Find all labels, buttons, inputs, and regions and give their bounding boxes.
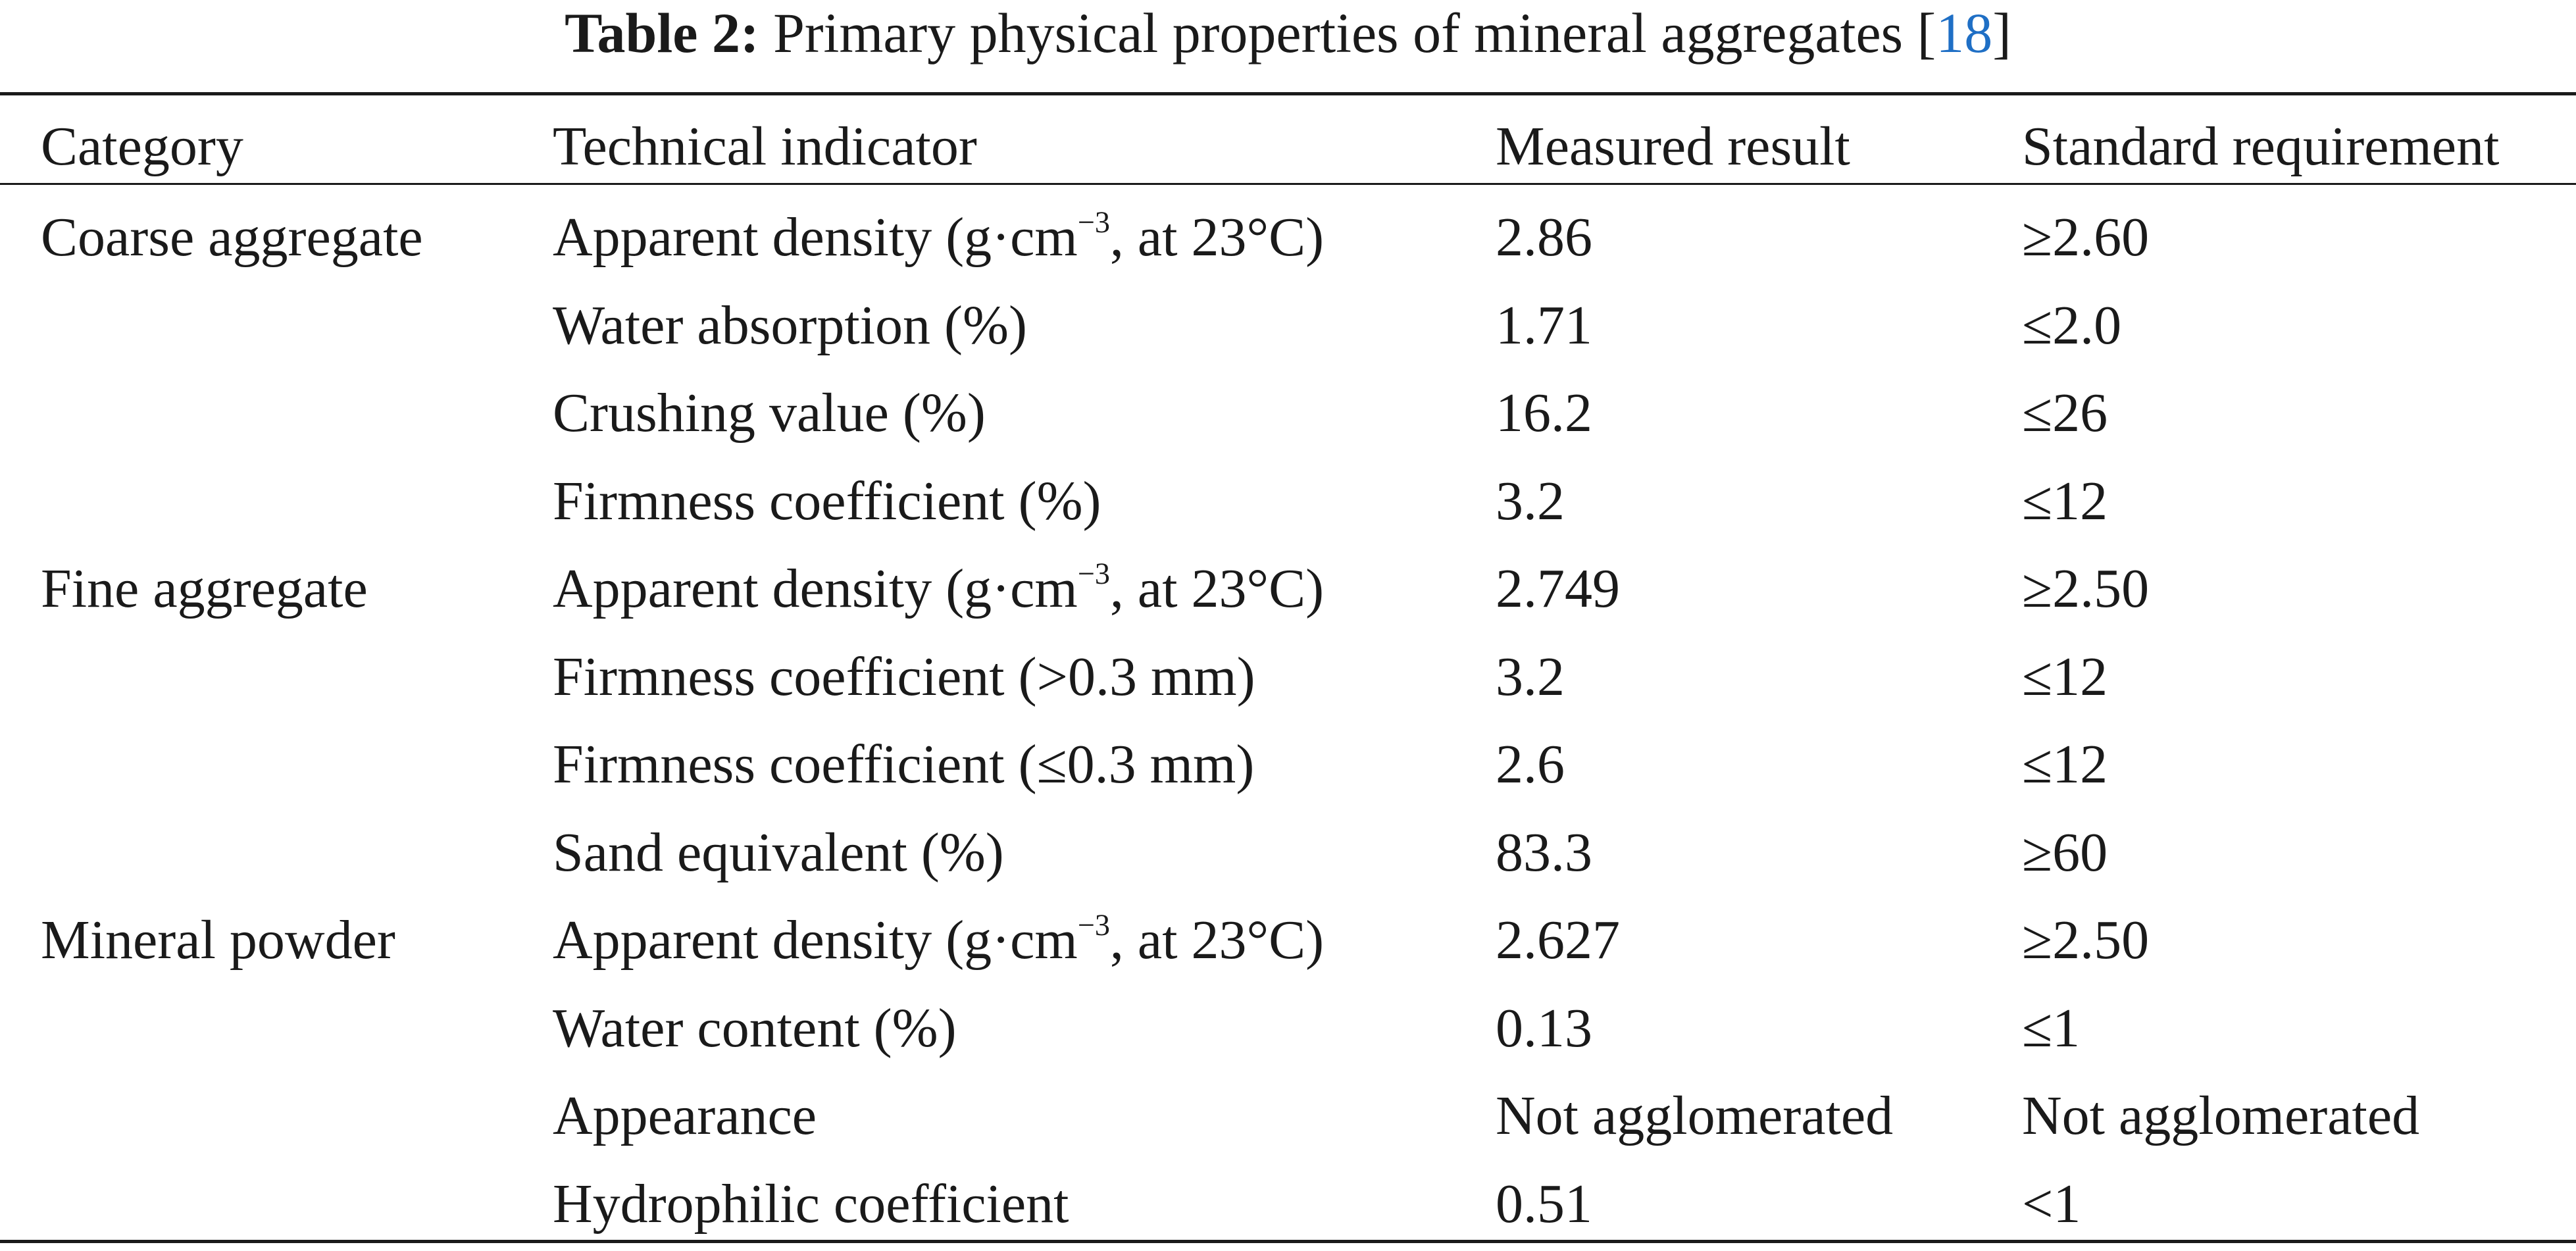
cell-standard-requirement: ≤12 [2022, 646, 2108, 707]
cell-measured-result: 0.13 [1496, 998, 1592, 1059]
cell-technical-indicator: Crushing value (%) [553, 369, 986, 457]
cell-standard-requirement: ≥2.50 [2022, 558, 2150, 619]
cell-measured-result: 0.51 [1496, 1173, 1592, 1235]
cell-technical-indicator: Apparent density (g·cm−3, at 23°C) [553, 545, 1324, 633]
cell-measured-result: 16.2 [1496, 382, 1592, 444]
indicator-suffix: , at 23°C) [1109, 207, 1325, 268]
cell-technical-indicator: Apparent density (g·cm−3, at 23°C) [553, 193, 1324, 282]
table-row: Sand equivalent (%) 83.3 ≥60 [0, 809, 2576, 897]
cell-standard-requirement: ≤1 [2022, 998, 2081, 1059]
table-row: Hydrophilic coefficient 0.51 <1 [0, 1160, 2576, 1248]
caption-text: Primary physical properties of mineral a… [759, 1, 1936, 64]
cell-standard-requirement: ≤12 [2022, 471, 2108, 532]
cell-technical-indicator: Hydrophilic coefficient [553, 1160, 1069, 1248]
indicator-text: Firmness coefficient (≤0.3 mm) [553, 734, 1255, 795]
table-row: Water content (%) 0.13 ≤1 [0, 984, 2576, 1073]
cell-standard-requirement: Not agglomerated [2022, 1085, 2420, 1146]
bottom-rule [0, 1240, 2576, 1243]
cell-standard-requirement: ≤12 [2022, 734, 2108, 795]
table-row: Appearance Not agglomerated Not agglomerat… [0, 1072, 2576, 1160]
table-row: Crushing value (%) 16.2 ≤26 [0, 369, 2576, 457]
indicator-text: Apparent density (g·cm [553, 207, 1078, 268]
cell-technical-indicator: Firmness coefficient (≤0.3 mm) [553, 721, 1254, 809]
cell-category: Fine aggregate [41, 558, 368, 619]
cell-standard-requirement: ≤2.0 [2022, 295, 2122, 356]
indicator-text: Water absorption (%) [553, 295, 1027, 356]
indicator-superscript: −3 [1077, 557, 1110, 591]
header-category: Category [41, 116, 243, 177]
indicator-suffix: , at 23°C) [1109, 909, 1325, 971]
table-row: Water absorption (%) 1.71 ≤2.0 [0, 282, 2576, 370]
cell-measured-result: 2.749 [1496, 558, 1620, 619]
indicator-text: Crushing value (%) [553, 382, 986, 444]
cell-technical-indicator: Water content (%) [553, 984, 957, 1073]
indicator-text: Apparent density (g·cm [553, 909, 1078, 971]
cell-technical-indicator: Firmness coefficient (%) [553, 457, 1101, 546]
cell-standard-requirement: ≥2.50 [2022, 909, 2150, 971]
indicator-text: Sand equivalent (%) [553, 822, 1004, 883]
table-row: Firmness coefficient (≤0.3 mm) 2.6 ≤12 [0, 721, 2576, 809]
cell-measured-result: 2.627 [1496, 909, 1620, 971]
cell-measured-result: 2.6 [1496, 734, 1565, 795]
cell-standard-requirement: ≥2.60 [2022, 207, 2150, 268]
cell-measured-result: Not agglomerated [1496, 1085, 1894, 1146]
cell-measured-result: 3.2 [1496, 646, 1565, 707]
table-row: Mineral powder Apparent density (g·cm−3, … [0, 896, 2576, 984]
cell-standard-requirement: <1 [2022, 1173, 2081, 1235]
header-standard-requirement: Standard requirement [2022, 116, 2500, 177]
cell-measured-result: 83.3 [1496, 822, 1592, 883]
top-rule [0, 92, 2576, 95]
indicator-suffix: , at 23°C) [1109, 558, 1325, 619]
table-row: Coarse aggregate Apparent density (g·cm−3… [0, 193, 2576, 282]
cell-measured-result: 2.86 [1496, 207, 1592, 268]
cell-category: Coarse aggregate [41, 207, 423, 268]
cell-technical-indicator: Appearance [553, 1072, 817, 1160]
indicator-text: Appearance [553, 1085, 817, 1146]
header-technical-indicator: Technical indicator [553, 116, 977, 177]
indicator-superscript: −3 [1077, 205, 1110, 240]
indicator-text: Apparent density (g·cm [553, 558, 1078, 619]
cell-technical-indicator: Firmness coefficient (>0.3 mm) [553, 633, 1255, 721]
cell-category: Mineral powder [41, 909, 395, 971]
indicator-superscript: −3 [1077, 908, 1110, 942]
cell-technical-indicator: Apparent density (g·cm−3, at 23°C) [553, 896, 1324, 984]
table-caption: Table 2: Primary physical properties of … [0, 0, 2576, 79]
table-row: Fine aggregate Apparent density (g·cm−3, … [0, 545, 2576, 633]
caption-label: Table 2: [565, 1, 759, 64]
cell-standard-requirement: ≤26 [2022, 382, 2108, 444]
cell-measured-result: 1.71 [1496, 295, 1592, 356]
cell-measured-result: 3.2 [1496, 471, 1565, 532]
table-header-row: Category Technical indicator Measured re… [0, 103, 2576, 191]
table-row: Firmness coefficient (%) 3.2 ≤12 [0, 457, 2576, 546]
caption-reference-link[interactable]: 18 [1936, 1, 1993, 64]
caption-close-bracket: ] [1992, 1, 2011, 64]
indicator-text: Firmness coefficient (%) [553, 471, 1101, 532]
table-row: Firmness coefficient (>0.3 mm) 3.2 ≤12 [0, 633, 2576, 721]
cell-technical-indicator: Sand equivalent (%) [553, 809, 1004, 897]
header-rule [0, 183, 2576, 185]
header-measured-result: Measured result [1496, 116, 1850, 177]
indicator-text: Water content (%) [553, 998, 957, 1059]
indicator-text: Hydrophilic coefficient [553, 1173, 1069, 1235]
cell-standard-requirement: ≥60 [2022, 822, 2108, 883]
indicator-text: Firmness coefficient (>0.3 mm) [553, 646, 1255, 707]
cell-technical-indicator: Water absorption (%) [553, 282, 1027, 370]
